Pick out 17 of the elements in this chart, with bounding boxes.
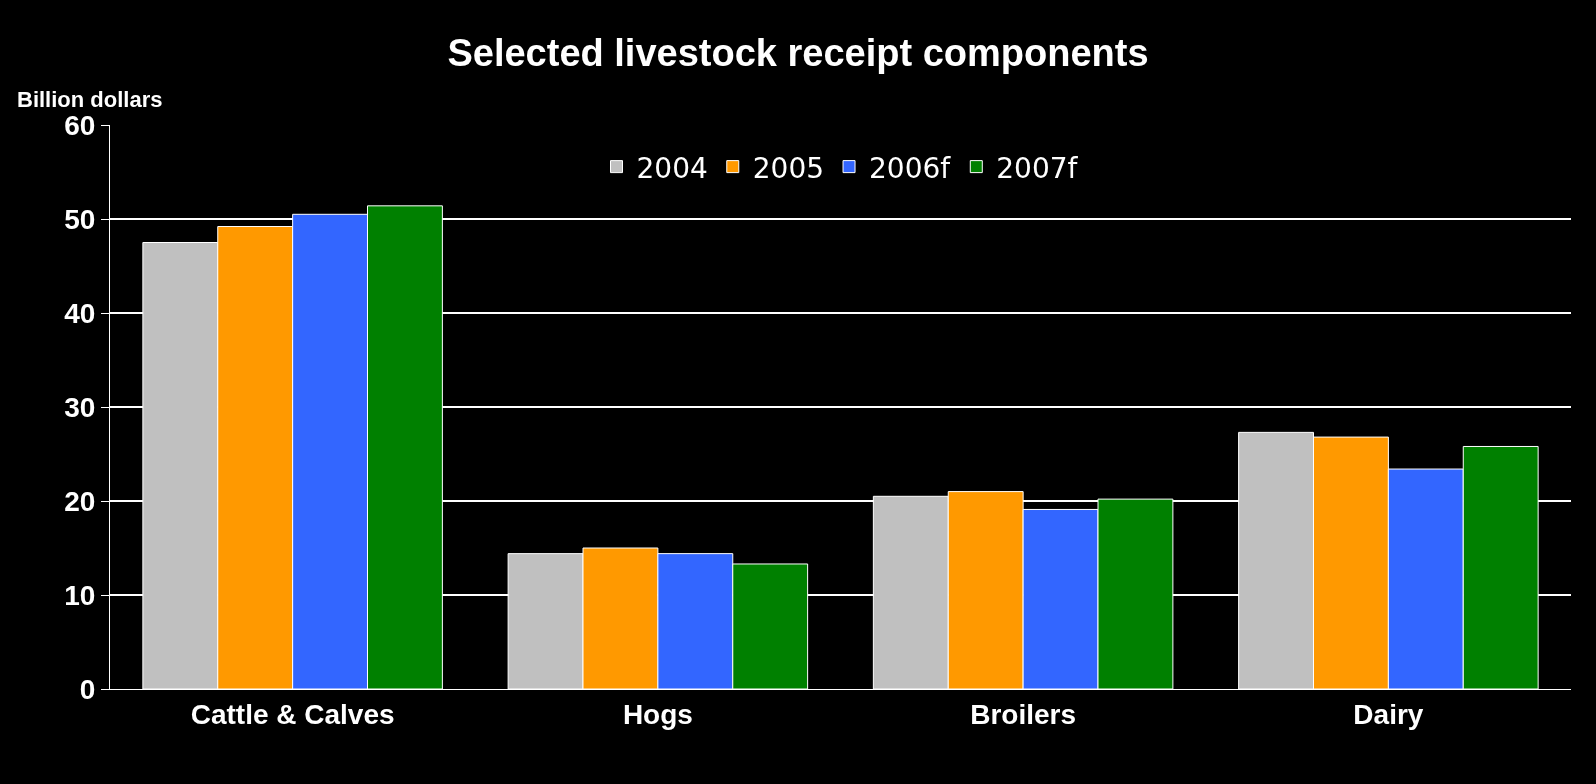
x-tick-label: Dairy bbox=[1353, 698, 1424, 730]
y-tick-label: 60 bbox=[64, 109, 96, 141]
x-tick-label: Cattle & Calves bbox=[190, 698, 395, 730]
y-tick-label: 50 bbox=[64, 203, 96, 235]
chart-title: Selected livestock receipt components bbox=[447, 31, 1149, 74]
y-tick-label: 20 bbox=[64, 485, 96, 517]
x-tick-label: Broilers bbox=[970, 698, 1077, 730]
y-tick-label: 0 bbox=[79, 673, 96, 705]
legend-label: 2004 bbox=[636, 151, 708, 185]
legend-label: 2007f bbox=[996, 151, 1079, 185]
y-axis-title: Billion dollars bbox=[17, 87, 163, 112]
legend-label: 2005 bbox=[752, 151, 825, 185]
x-tick-label: Hogs bbox=[622, 698, 693, 730]
y-tick-label: 40 bbox=[64, 297, 96, 329]
y-tick-label: 30 bbox=[64, 391, 96, 423]
y-tick-label: 10 bbox=[64, 579, 96, 611]
legend-label: 2006f bbox=[869, 151, 952, 185]
